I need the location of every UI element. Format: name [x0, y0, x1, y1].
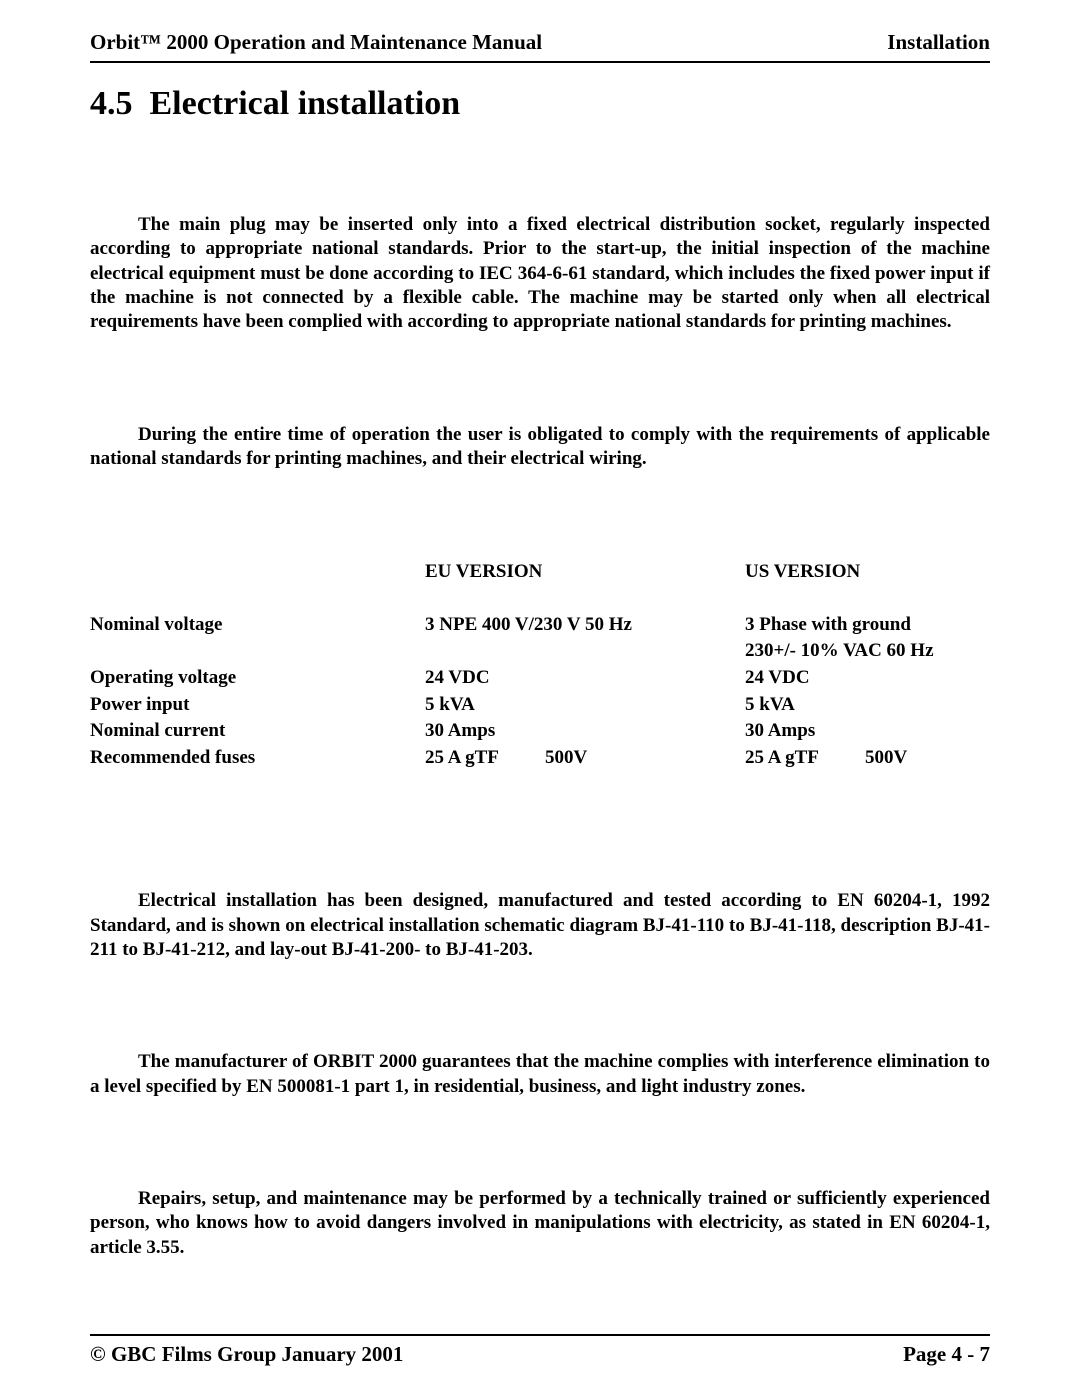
spec-us-value: 24 VDC — [745, 665, 990, 692]
spacer — [90, 1099, 990, 1187]
spec-us-fuse-v: 500V — [865, 747, 907, 768]
spec-row-nominal-voltage-2: 230+/- 10% VAC 60 Hz — [90, 638, 990, 665]
spec-label-empty — [90, 638, 425, 665]
paragraph-1: The main plug may be inserted only into … — [90, 213, 990, 335]
spec-label: Operating voltage — [90, 665, 425, 692]
spec-eu-value-empty — [425, 638, 745, 665]
spec-label: Nominal current — [90, 718, 425, 745]
spec-header-row: EU VERSION US VERSION — [90, 559, 990, 586]
section-heading: 4.5 Electrical installation — [90, 85, 990, 123]
spacer — [90, 962, 990, 1050]
spec-us-value: 25 A gTF500V — [745, 745, 990, 772]
spec-eu-value: 3 NPE 400 V/230 V 50 Hz — [425, 612, 745, 639]
spec-label: Nominal voltage — [90, 612, 425, 639]
spec-header-empty — [90, 559, 425, 586]
section-title: Electrical installation — [150, 85, 461, 122]
spec-label: Recommended fuses — [90, 745, 425, 772]
spacer — [90, 471, 990, 559]
spec-header-eu: EU VERSION — [425, 559, 745, 586]
footer-right: Page 4 - 7 — [903, 1342, 990, 1367]
spec-us-fuse-a: 25 A gTF — [745, 745, 865, 772]
manual-page: Orbit™ 2000 Operation and Maintenance Ma… — [0, 0, 1080, 1397]
page-footer: © GBC Films Group January 2001 Page 4 - … — [90, 1334, 990, 1367]
spec-us-value: 30 Amps — [745, 718, 990, 745]
spec-row-power-input: Power input 5 kVA 5 kVA — [90, 692, 990, 719]
spec-eu-fuse-a: 25 A gTF — [425, 745, 545, 772]
footer-left: © GBC Films Group January 2001 — [90, 1342, 403, 1367]
spec-eu-fuse-v: 500V — [545, 747, 587, 768]
header-left: Orbit™ 2000 Operation and Maintenance Ma… — [90, 30, 542, 55]
spec-label: Power input — [90, 692, 425, 719]
spec-us-value: 3 Phase with ground — [745, 612, 990, 639]
spec-eu-value: 25 A gTF500V — [425, 745, 745, 772]
paragraph-4: The manufacturer of ORBIT 2000 guarantee… — [90, 1050, 990, 1099]
spec-header-us: US VERSION — [745, 559, 990, 586]
spec-eu-value: 24 VDC — [425, 665, 745, 692]
page-header: Orbit™ 2000 Operation and Maintenance Ma… — [90, 30, 990, 63]
spec-row-recommended-fuses: Recommended fuses 25 A gTF500V 25 A gTF5… — [90, 745, 990, 772]
section-number: 4.5 — [90, 85, 133, 122]
spec-table: EU VERSION US VERSION Nominal voltage 3 … — [90, 559, 990, 771]
header-right: Installation — [887, 30, 990, 55]
spacer — [90, 335, 990, 423]
paragraph-5: Repairs, setup, and maintenance may be p… — [90, 1187, 990, 1260]
spec-row-operating-voltage: Operating voltage 24 VDC 24 VDC — [90, 665, 990, 692]
paragraph-2: During the entire time of operation the … — [90, 423, 990, 472]
spec-eu-value: 30 Amps — [425, 718, 745, 745]
spec-us-value: 5 kVA — [745, 692, 990, 719]
spec-row-nominal-current: Nominal current 30 Amps 30 Amps — [90, 718, 990, 745]
spec-eu-value: 5 kVA — [425, 692, 745, 719]
paragraph-3: Electrical installation has been designe… — [90, 889, 990, 962]
spacer — [90, 771, 990, 889]
spec-row-nominal-voltage: Nominal voltage 3 NPE 400 V/230 V 50 Hz … — [90, 612, 990, 639]
spec-us-value-line2: 230+/- 10% VAC 60 Hz — [745, 638, 990, 665]
